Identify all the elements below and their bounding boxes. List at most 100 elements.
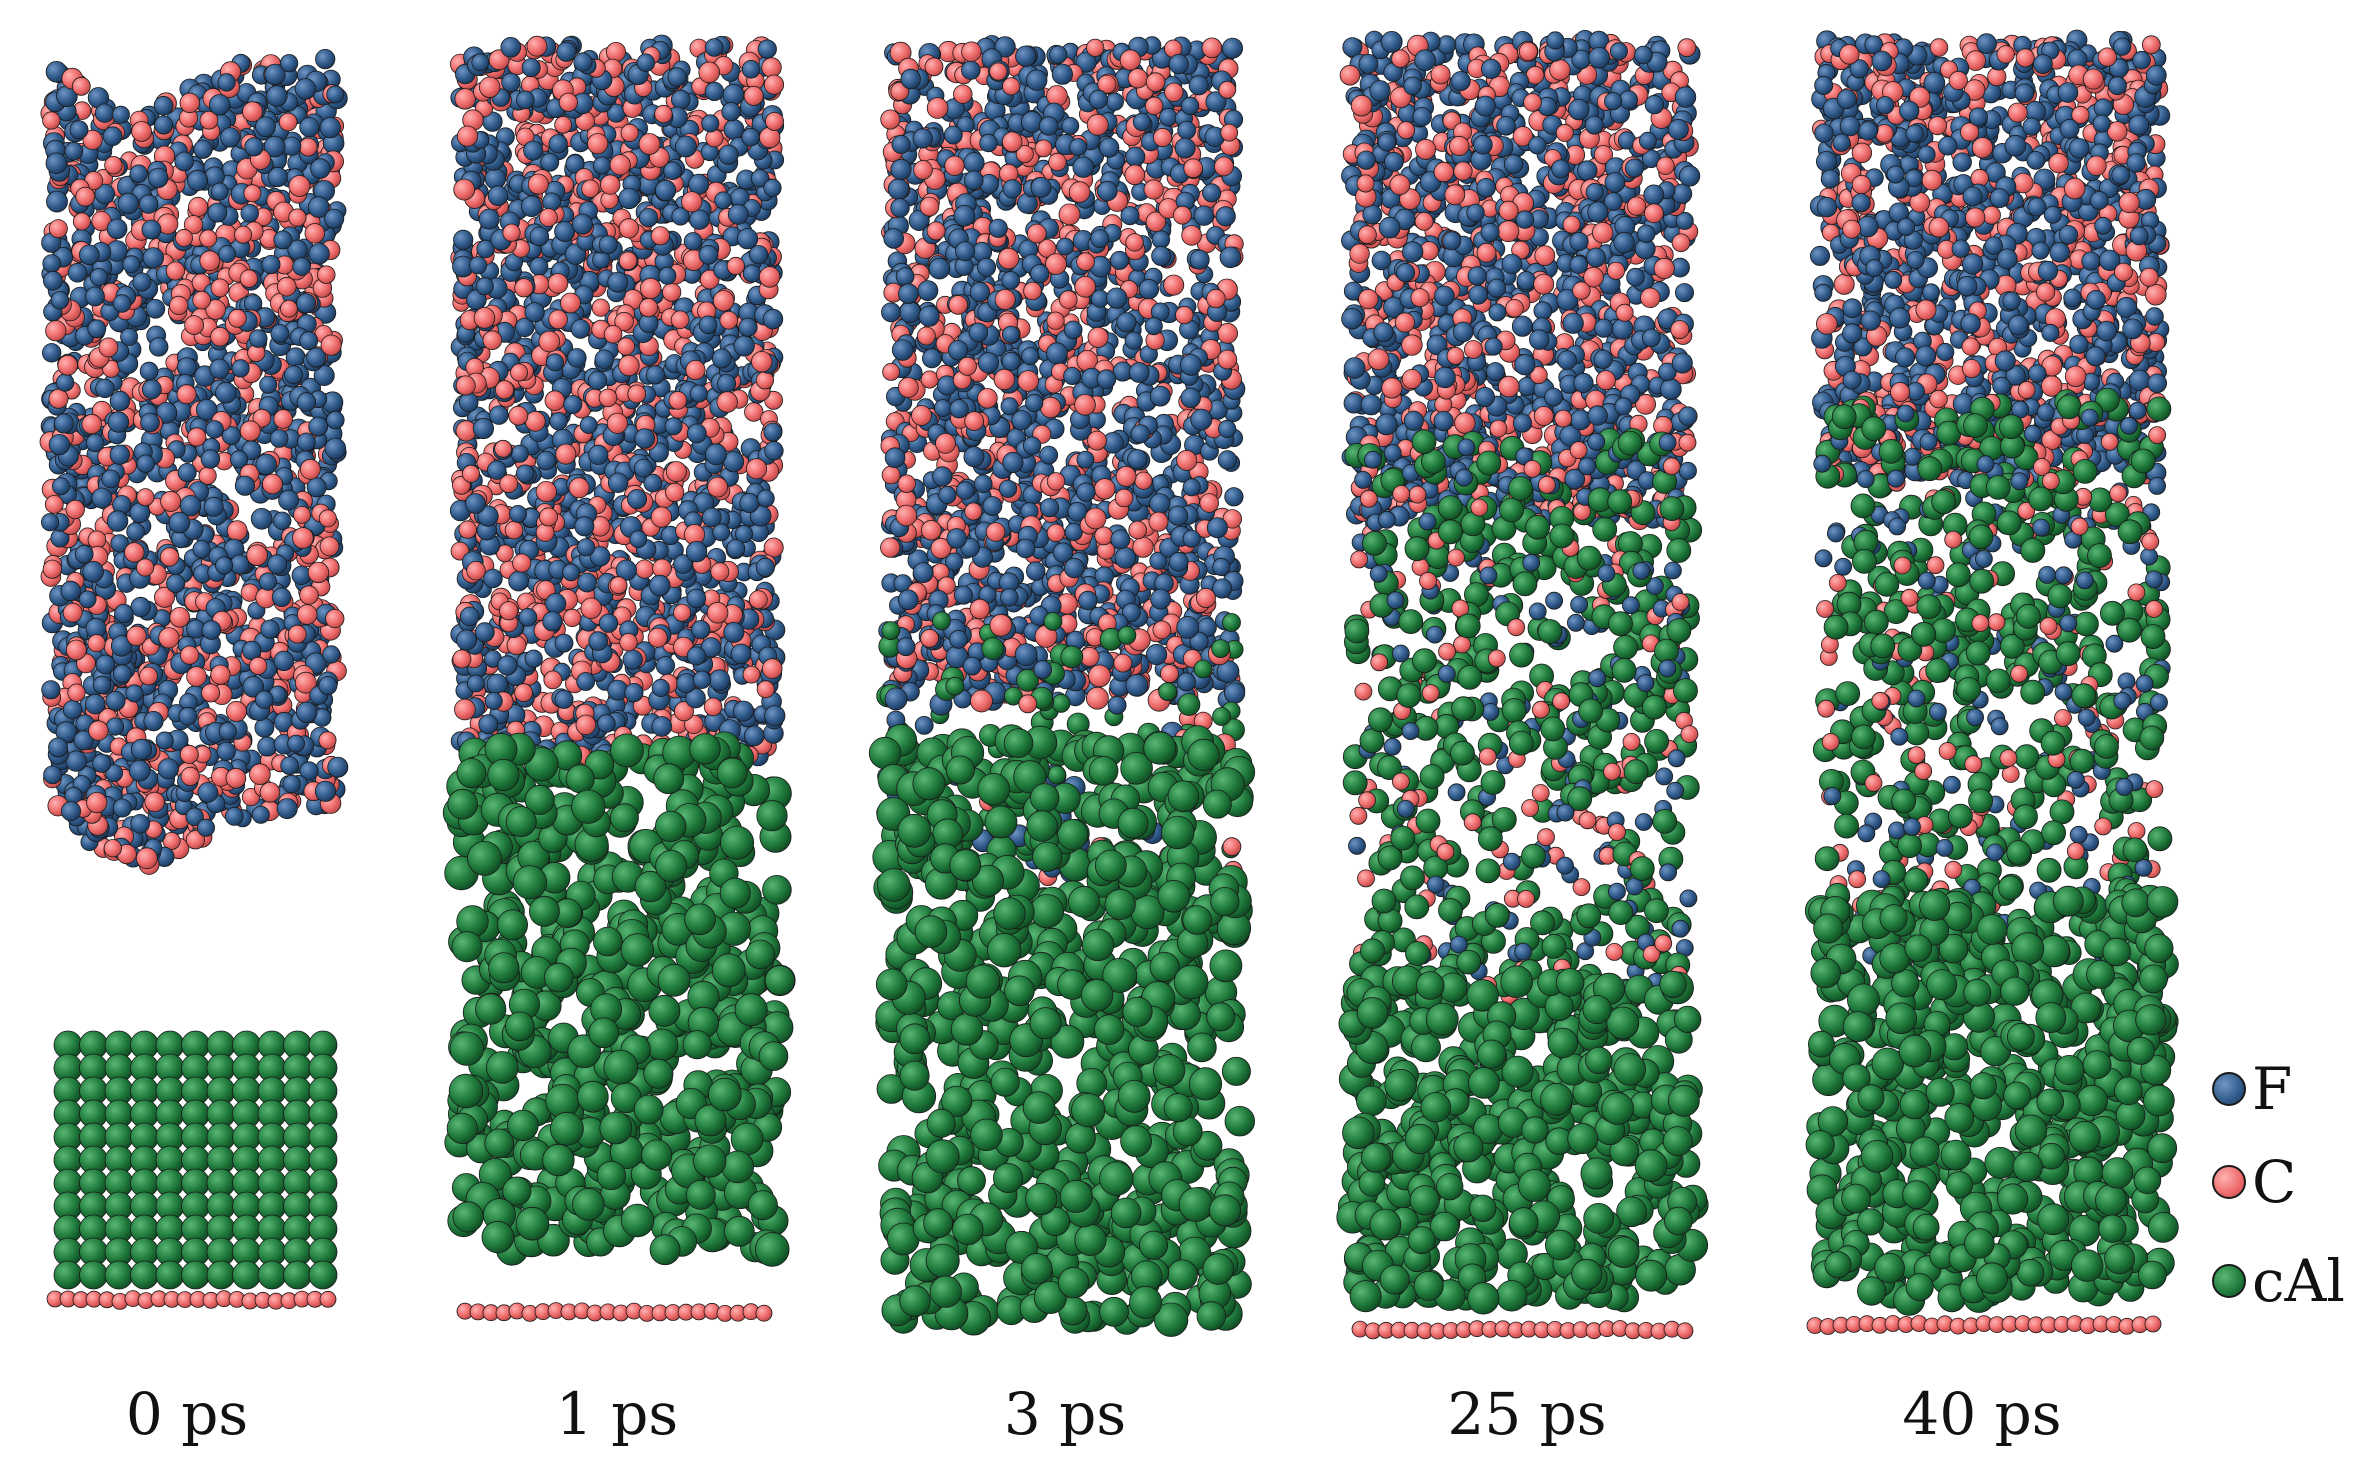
fluorine-atom <box>701 507 722 528</box>
fluorine-atom <box>638 208 659 228</box>
aluminum-atom <box>53 1260 83 1290</box>
carbon-atom <box>499 601 519 621</box>
fluorine-atom <box>624 682 644 703</box>
carbon-atom <box>288 175 311 197</box>
fluorine-atom <box>542 192 562 212</box>
aluminum-atom <box>206 1260 236 1290</box>
carbon-atom <box>544 390 566 411</box>
carbon-atom <box>225 700 247 722</box>
carbon-atom <box>547 273 569 294</box>
carbon-atom <box>510 363 529 382</box>
fluorine-atom <box>308 416 329 437</box>
carbon-atom <box>169 295 189 315</box>
fluorine-atom <box>50 291 70 310</box>
fluorine-atom <box>683 232 703 251</box>
carbon-atom <box>180 766 200 787</box>
fluorine-atom <box>515 90 535 110</box>
aluminum-atom <box>496 909 528 941</box>
fluorine-atom <box>136 454 155 473</box>
fluorine-atom <box>634 428 655 449</box>
aluminum-atom <box>633 1094 664 1125</box>
fluorine-atom <box>215 556 234 575</box>
fluorine-atom <box>130 813 150 834</box>
carbon-atom <box>319 1290 337 1308</box>
fluorine-atom <box>733 335 755 357</box>
carbon-atom <box>755 371 775 390</box>
carbon-atom <box>455 375 476 396</box>
aluminum-atom <box>653 763 685 795</box>
carbon-atom <box>456 125 479 147</box>
carbon-atom <box>618 251 638 271</box>
fluorine-atom <box>579 416 598 434</box>
fluorine-atom <box>708 669 731 691</box>
aluminum-atom <box>720 825 755 860</box>
carbon-atom <box>527 173 549 195</box>
aluminum-atom <box>571 789 606 824</box>
fluorine-atom <box>478 714 499 735</box>
fluorine-atom <box>651 678 670 698</box>
fluorine-atom <box>255 116 276 138</box>
carbon-atom <box>568 477 590 499</box>
carbon-atom <box>543 670 563 690</box>
carbon-atom <box>199 250 221 272</box>
carbon-atom <box>638 298 659 318</box>
fluorine-atom <box>192 540 211 559</box>
carbon-atom <box>42 111 61 130</box>
aluminum-atom <box>181 1260 210 1290</box>
carbon-atom <box>135 847 158 870</box>
fluorine-atom <box>106 218 128 240</box>
carbon-atom <box>627 384 647 404</box>
carbon-atom <box>307 561 330 584</box>
carbon-atom <box>62 602 83 623</box>
carbon-atom <box>756 680 775 699</box>
aluminum-atom <box>599 1111 633 1145</box>
carbon-atom <box>243 184 262 203</box>
aluminum-atom <box>641 1139 673 1171</box>
aluminum-atom <box>734 993 768 1027</box>
fluorine-atom <box>178 706 198 726</box>
fluorine-atom <box>196 818 215 837</box>
fluorine-atom <box>273 650 295 672</box>
carbon-atom <box>72 212 91 231</box>
fluorine-atom <box>174 151 195 172</box>
fluorine-atom <box>607 271 629 293</box>
fluorine-atom <box>138 194 159 214</box>
aluminum-atom <box>689 733 721 765</box>
aluminum-atom <box>610 733 644 768</box>
fluorine-atom <box>216 741 236 761</box>
carbon-atom <box>276 276 297 297</box>
fluorine-atom <box>109 390 131 412</box>
fluorine-atom <box>85 433 105 453</box>
fluorine-atom <box>240 203 259 223</box>
fluorine-atom <box>324 437 347 460</box>
aluminum-atom <box>719 877 751 909</box>
aluminum-atom <box>449 1031 484 1066</box>
aluminum-atom <box>646 1028 679 1062</box>
carbon-atom <box>239 420 261 442</box>
aluminum-atom <box>543 962 574 993</box>
aluminum-atom <box>723 1215 755 1247</box>
fluorine-atom <box>278 489 300 511</box>
fluorine-atom <box>686 423 707 444</box>
carbon-atom <box>606 412 629 434</box>
carbon-atom <box>539 208 558 227</box>
fluorine-atom <box>727 203 749 225</box>
carbon-atom <box>742 665 761 684</box>
fluorine-atom <box>549 412 568 431</box>
carbon-atom <box>320 334 342 356</box>
fluorine-atom <box>577 572 597 593</box>
fluorine-atom <box>468 256 488 275</box>
aluminum-atom <box>588 1017 619 1049</box>
fluorine-atom <box>231 359 250 378</box>
carbon-atom <box>575 714 597 736</box>
fluorine-atom <box>689 209 710 230</box>
aluminum-atom <box>707 1077 742 1112</box>
carbon-atom <box>292 527 314 549</box>
fluorine-atom <box>122 255 141 274</box>
fluorine-atom <box>120 327 139 346</box>
fluorine-atom <box>459 606 480 627</box>
fluorine-atom <box>548 134 568 154</box>
carbon-atom <box>278 112 298 132</box>
fluorine-atom <box>327 756 349 778</box>
fluorine-atom <box>143 710 164 732</box>
